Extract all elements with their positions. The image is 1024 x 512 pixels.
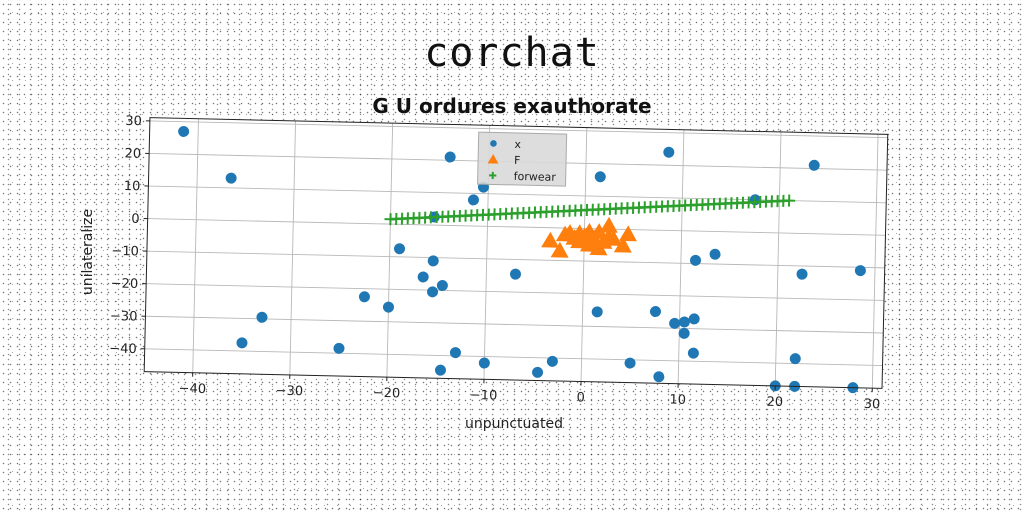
circle-point — [546, 355, 558, 367]
circle-point — [449, 347, 461, 359]
plot-frame — [143, 117, 889, 389]
legend-label: x — [514, 138, 521, 151]
x-grid-line — [580, 127, 588, 382]
circle-point — [687, 347, 699, 359]
grid-lines — [144, 118, 888, 389]
axis-ticks: −40 −30 −20 −10 0 10 20 30 −40 −30 −20 −10 0 10 20 30 — [109, 114, 880, 412]
figure-suptitle: corchat — [424, 30, 600, 76]
x-grid-line — [774, 131, 782, 386]
plus-point — [783, 194, 796, 207]
circle-point — [649, 306, 661, 318]
circle-point — [663, 146, 675, 158]
circle-point — [854, 265, 866, 277]
y-tick-label: 20 — [124, 146, 141, 161]
x-tick-label: −30 — [276, 384, 304, 400]
circle-point — [532, 366, 544, 378]
x-tick-label: −40 — [178, 381, 206, 397]
legend-box — [477, 131, 568, 187]
y-tick-label: −40 — [109, 342, 137, 358]
series-forwear — [384, 194, 796, 226]
x-tick-label: 0 — [576, 390, 585, 405]
x-grid-line — [289, 120, 297, 375]
circle-point — [789, 353, 801, 365]
x-tick-label: 30 — [863, 397, 880, 412]
plus-point — [489, 171, 497, 180]
y-tick-label: −30 — [110, 309, 138, 325]
y-tick-label: −10 — [111, 244, 139, 260]
circle-point — [382, 301, 394, 313]
triangle-point — [584, 232, 603, 249]
circle-point — [690, 254, 702, 266]
circle-point — [591, 306, 603, 318]
triangle-point — [604, 229, 623, 246]
circle-point — [444, 151, 456, 163]
triangle-point — [570, 224, 589, 241]
y-tick-label: 10 — [124, 179, 141, 194]
y-grid-line — [147, 218, 886, 236]
circle-point — [467, 194, 479, 206]
x-tick-label: −10 — [470, 388, 498, 404]
chart-title: G U ordures exauthorate — [372, 94, 651, 118]
y-tick-label: 30 — [125, 114, 142, 129]
circle-point — [417, 271, 429, 283]
y-axis-label: unilateralize — [80, 209, 96, 295]
triangle-point — [541, 231, 560, 248]
circle-point — [490, 140, 497, 147]
x-axis-label: unpunctuated — [465, 416, 563, 432]
circle-point — [678, 327, 690, 339]
circle-point — [808, 159, 820, 171]
x-tick-label: −20 — [373, 386, 401, 402]
x-grid-line — [871, 134, 879, 389]
circle-point — [333, 342, 345, 354]
circle-point — [434, 364, 446, 376]
circle-point — [594, 171, 606, 183]
y-grid-line — [148, 185, 887, 204]
circle-point — [178, 125, 190, 137]
series-x — [178, 125, 866, 394]
y-grid-line — [145, 315, 884, 334]
plot-area: −40 −30 −20 −10 0 10 20 30 −40 −30 −20 −10 0 10 20 30 x… — [109, 114, 889, 412]
circle-point — [436, 280, 448, 292]
y-tick-label: 0 — [131, 212, 140, 227]
circle-point — [678, 316, 690, 328]
circle-point — [653, 371, 665, 383]
circle-point — [624, 357, 636, 369]
circle-point — [427, 255, 439, 267]
x-grid-line — [386, 123, 394, 378]
x-tick-label: 20 — [766, 395, 783, 410]
triangle-point — [599, 216, 618, 233]
circle-point — [427, 286, 439, 298]
circle-point — [225, 172, 237, 184]
x-tick-label: 10 — [669, 393, 686, 408]
circle-point — [709, 248, 721, 260]
x-grid-line — [192, 118, 199, 373]
legend-label: F — [514, 154, 521, 167]
legend-label: forwear — [514, 170, 557, 184]
circle-point — [478, 357, 490, 369]
triangle-point — [618, 225, 637, 242]
circle-point — [669, 317, 681, 329]
triangle-point — [613, 236, 632, 253]
series-f — [541, 216, 637, 258]
y-tick-label: −20 — [111, 276, 139, 292]
circle-point — [394, 243, 406, 255]
circle-point — [236, 337, 248, 349]
y-grid-line — [144, 348, 883, 366]
triangle-point — [550, 241, 569, 258]
y-grid-line — [146, 250, 885, 269]
circle-point — [509, 268, 521, 280]
x-grid-line — [677, 129, 685, 384]
data-marks — [178, 125, 866, 394]
triangle-point — [487, 154, 499, 164]
circle-point — [358, 291, 370, 303]
circle-point — [688, 313, 700, 325]
circle-point — [256, 311, 268, 323]
y-grid-line — [149, 120, 888, 139]
circle-point — [796, 268, 808, 280]
y-grid-line — [146, 283, 885, 301]
